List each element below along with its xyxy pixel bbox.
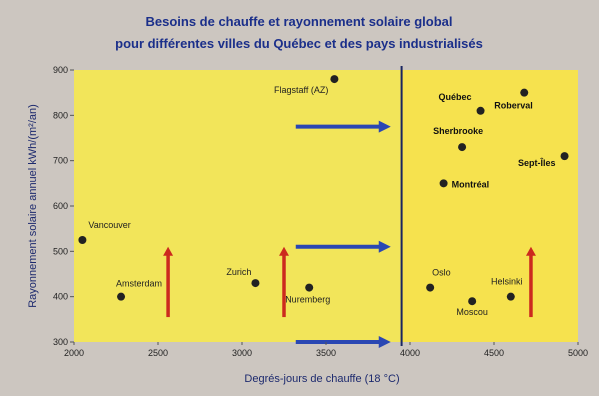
x-axis-title: Degrés-jours de chauffe (18 °C) <box>244 373 399 385</box>
y-tick-label: 900 <box>53 65 68 75</box>
y-axis-title: Rayonnement solaire annuel kWh/(m²/an) <box>27 104 39 308</box>
point-label: Sept-Îles <box>518 157 556 168</box>
point-label: Moscou <box>456 307 488 317</box>
y-axis-ticks: 300 400 500 600 700 800 900 <box>53 65 74 347</box>
blue-arrow-head <box>378 336 391 348</box>
y-tick-label: 300 <box>53 337 68 347</box>
red-arrow-head <box>525 246 536 256</box>
chart-subtitle: pour différentes villes du Québec et des… <box>115 36 483 51</box>
point-label: Montréal <box>452 179 490 189</box>
data-point <box>251 279 260 288</box>
chart-title: Besoins de chauffe et rayonnement solair… <box>145 14 452 29</box>
x-tick-label: 4500 <box>484 348 504 358</box>
data-point <box>520 88 529 97</box>
data-point <box>426 283 435 292</box>
blue-arrow-head <box>378 120 391 133</box>
point-label: Flagstaff (AZ) <box>274 85 328 95</box>
x-axis-ticks: 2000 2500 3000 3500 4000 4500 5000 <box>64 342 588 358</box>
data-point <box>560 152 569 161</box>
x-tick-label: 2000 <box>64 348 84 358</box>
x-tick-label: 3000 <box>232 348 252 358</box>
y-tick-label: 700 <box>53 156 68 166</box>
point-label: Zurich <box>226 267 251 277</box>
point-label: Roberval <box>494 101 533 111</box>
point-label: Vancouver <box>88 220 130 230</box>
point-label: Sherbrooke <box>433 126 483 136</box>
data-point <box>305 283 314 292</box>
plot-area-right <box>401 70 578 342</box>
point-label: Québec <box>439 92 472 102</box>
point-label: Oslo <box>432 268 451 278</box>
data-point <box>468 297 477 306</box>
vertical-arrows <box>163 246 536 318</box>
point-label: Amsterdam <box>116 279 162 289</box>
red-arrow-head <box>279 246 289 256</box>
blue-arrow-head <box>378 240 391 253</box>
y-tick-label: 600 <box>53 201 68 211</box>
data-point <box>78 236 87 244</box>
data-point <box>117 292 126 301</box>
x-tick-label: 3500 <box>316 348 336 358</box>
red-arrow-head <box>163 246 174 256</box>
plot-area-left <box>74 70 402 342</box>
y-tick-label: 800 <box>53 110 68 120</box>
y-tick-label: 400 <box>53 292 68 302</box>
data-point <box>330 75 339 84</box>
x-tick-label: 5000 <box>568 348 588 358</box>
point-label: Helsinki <box>491 277 523 287</box>
x-tick-label: 4000 <box>400 348 420 358</box>
data-point <box>439 179 448 188</box>
data-points: Flagstaff (AZ) Vancouver Amsterdam Zurich Nu… <box>78 75 569 317</box>
point-label: Nuremberg <box>285 295 330 305</box>
data-point <box>476 106 485 115</box>
x-tick-label: 2500 <box>148 348 168 358</box>
horizontal-arrows <box>295 120 391 348</box>
y-tick-label: 500 <box>53 246 68 256</box>
data-point <box>506 292 515 301</box>
data-point <box>458 143 467 152</box>
